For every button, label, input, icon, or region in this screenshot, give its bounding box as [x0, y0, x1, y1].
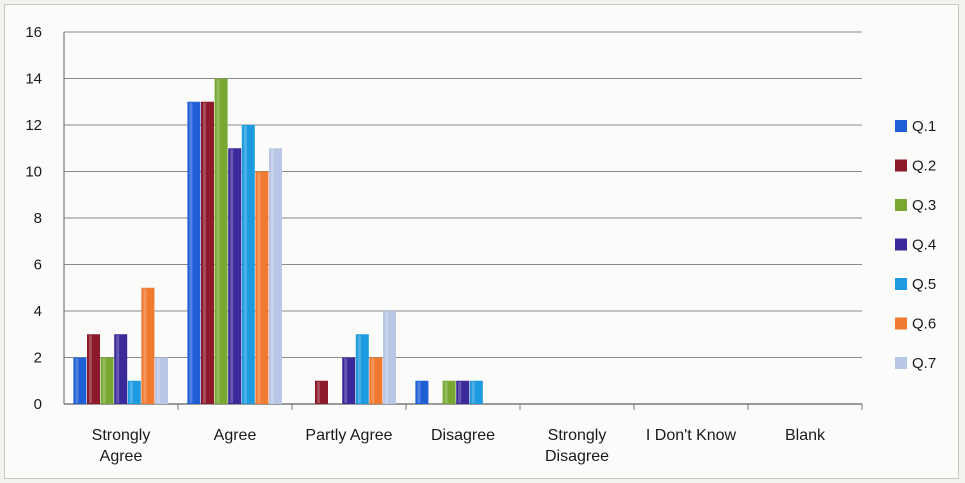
bar-highlight [357, 335, 361, 403]
y-axis: 0 2 4 6 8 10 12 14 16 [25, 24, 65, 413]
bar-q7-2 [383, 311, 396, 404]
bar-highlight [89, 335, 92, 403]
bar-highlight [189, 102, 193, 403]
legend-label: Q.1 [912, 118, 936, 135]
legend-label: Q.3 [912, 197, 936, 214]
legend-label: Q.7 [912, 355, 936, 372]
bar-highlight [458, 381, 462, 403]
bar-highlight [385, 312, 388, 403]
bar-q3-0 [100, 357, 114, 404]
legend-label: Q.4 [912, 237, 936, 254]
y-tick-label: 2 [34, 350, 42, 367]
y-tick-label: 4 [34, 303, 42, 320]
bar-highlight [371, 358, 375, 403]
bar-q1-1 [187, 101, 201, 404]
bar-highlight [344, 358, 348, 403]
bar-highlight [243, 126, 247, 403]
bar-highlight [257, 172, 261, 403]
legend: Q.1 Q.2 Q.3 Q.4 Q.5 Q.6 Q.7 [895, 118, 936, 372]
bar-q2-2 [315, 380, 328, 404]
x-category-label: Strongly Disagree [545, 427, 609, 465]
bar-q2-1 [201, 101, 214, 404]
bar-q4-1 [228, 148, 242, 404]
bar-highlight [216, 79, 220, 403]
legend-swatch [895, 199, 907, 211]
x-category-label: Strongly Agree [92, 427, 151, 465]
x-axis: Strongly Agree Agree Partly Agree Disagree St… [92, 404, 863, 465]
bar-q7-1 [269, 148, 282, 404]
bar-highlight [75, 358, 79, 403]
bar-q1-3 [415, 380, 429, 404]
bar-highlight [203, 102, 206, 403]
bar-q3-3 [442, 380, 456, 404]
bar-q6-1 [255, 171, 269, 404]
bar-highlight [444, 381, 448, 403]
y-tick-label: 16 [25, 24, 42, 41]
bar-q4-2 [342, 357, 356, 404]
gridlines [64, 31, 862, 405]
x-category-label: Partly Agree [305, 427, 392, 444]
bar-highlight [116, 335, 120, 403]
legend-swatch [895, 357, 907, 369]
legend-swatch [895, 278, 907, 290]
y-tick-label: 8 [34, 210, 42, 227]
bar-highlight [129, 381, 133, 403]
y-tick-label: 10 [25, 164, 42, 181]
bar-highlight [471, 381, 475, 403]
legend-swatch [895, 120, 907, 132]
bar-highlight [271, 149, 274, 403]
bar-q3-1 [214, 78, 228, 404]
bar-q4-0 [114, 334, 128, 404]
x-category-label: Blank [785, 427, 826, 444]
bar-q6-2 [369, 357, 383, 404]
x-category-label: I Don't Know [646, 427, 737, 444]
legend-swatch [895, 159, 907, 172]
bar-q5-2 [355, 334, 369, 404]
bar-q6-0 [141, 287, 155, 404]
bar-highlight [230, 149, 234, 403]
x-category-label: Agree [214, 427, 257, 444]
bar-q7-0 [155, 357, 168, 404]
x-category-label: Disagree [431, 427, 495, 444]
legend-label: Q.2 [912, 158, 936, 175]
bar-q5-3 [469, 380, 483, 404]
bar-highlight [102, 358, 106, 403]
bar-q4-3 [456, 380, 470, 404]
legend-swatch [895, 317, 907, 330]
y-tick-label: 0 [34, 396, 42, 413]
bar-highlight [317, 381, 320, 403]
bar-highlight [143, 288, 147, 403]
legend-label: Q.6 [912, 316, 936, 333]
y-tick-label: 12 [25, 117, 42, 134]
y-tick-label: 6 [34, 257, 42, 274]
bar-q5-1 [241, 125, 255, 404]
y-tick-label: 14 [25, 71, 42, 88]
bar-q2-0 [87, 334, 100, 404]
bar-q5-0 [127, 380, 141, 404]
legend-swatch [895, 238, 907, 251]
bar-highlight [417, 381, 421, 403]
bars [73, 78, 483, 404]
bar-q1-0 [73, 357, 87, 404]
bar-highlight [157, 358, 160, 403]
legend-label: Q.5 [912, 276, 936, 293]
